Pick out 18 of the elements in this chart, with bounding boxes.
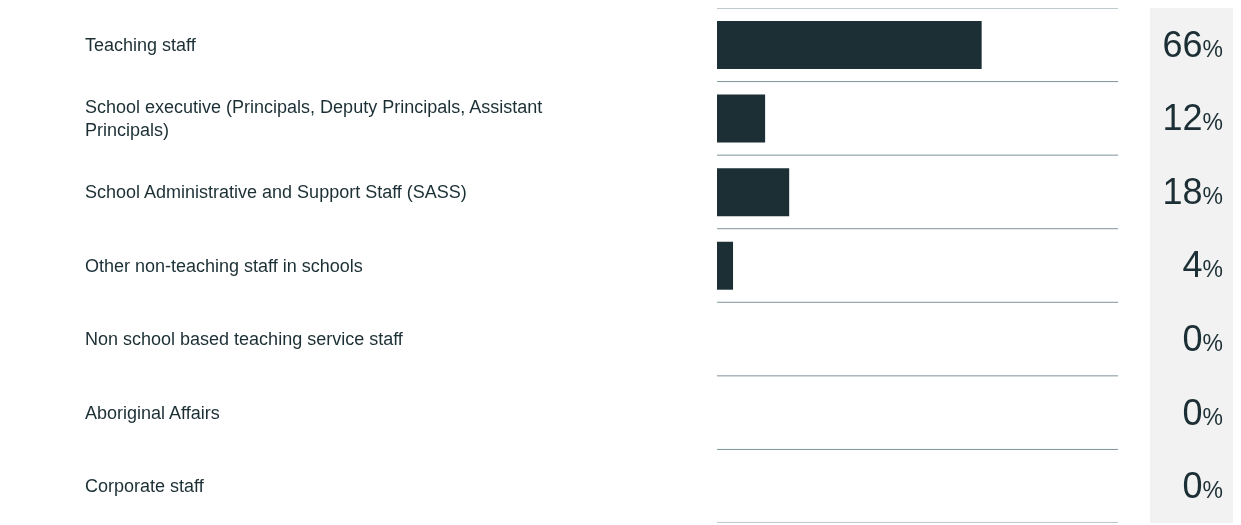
bar (717, 241, 734, 290)
data-label: 18% (1162, 170, 1223, 213)
y-tick-label: Aboriginal Affairs (85, 402, 220, 423)
data-label: 0% (1182, 318, 1223, 361)
y-tick-label: School executive (Principals, Deputy Principals, Assistant Principals) (85, 96, 543, 140)
data-label: 12% (1162, 97, 1223, 140)
bar (717, 168, 790, 217)
y-tick-label: Teaching staff (85, 34, 197, 55)
y-tick-label: Non school based teaching service staff (85, 329, 404, 350)
y-tick-label: Other non-teaching staff in schools (85, 255, 363, 276)
data-label: 66% (1162, 23, 1223, 66)
data-label: 0% (1182, 465, 1223, 508)
data-label: 4% (1182, 244, 1223, 287)
y-tick-label: Corporate staff (85, 476, 205, 497)
bar (717, 94, 766, 143)
bar (717, 21, 982, 69)
data-label: 0% (1182, 391, 1223, 434)
y-tick-label: School Administrative and Support Staff (SASS) (85, 181, 467, 202)
